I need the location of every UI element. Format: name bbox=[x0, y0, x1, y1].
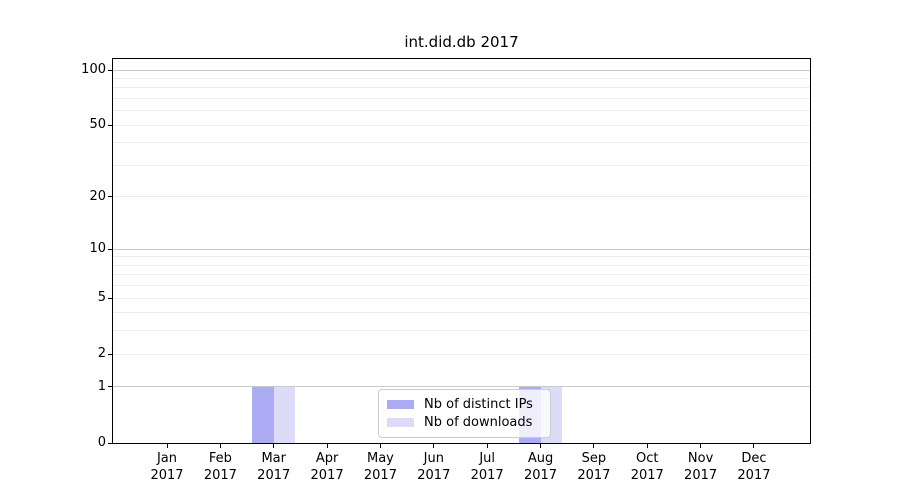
y-tick-label: 1 bbox=[97, 378, 106, 394]
y-tick-mark bbox=[108, 297, 112, 299]
x-tick-label: Nov 2017 bbox=[684, 451, 718, 483]
y-tick-mark bbox=[108, 386, 112, 388]
x-tick-label: Dec 2017 bbox=[737, 451, 771, 483]
x-tick-mark bbox=[540, 444, 542, 448]
chart-title: int.did.db 2017 bbox=[404, 33, 519, 51]
minor-gridline bbox=[113, 164, 810, 166]
legend-swatch-downloads-icon bbox=[387, 418, 414, 427]
minor-gridline bbox=[113, 97, 810, 99]
minor-gridline bbox=[113, 124, 810, 126]
minor-gridline bbox=[113, 312, 810, 314]
y-tick-mark bbox=[108, 248, 112, 250]
major-gridline bbox=[113, 69, 810, 71]
x-tick-mark bbox=[646, 444, 648, 448]
legend-label-downloads: Nb of downloads bbox=[424, 415, 533, 430]
x-tick-label: Feb 2017 bbox=[203, 451, 237, 483]
x-tick-mark bbox=[219, 444, 221, 448]
y-tick-label: 5 bbox=[97, 290, 106, 306]
minor-gridline bbox=[113, 142, 810, 144]
bar-nb-of-distinct-ips bbox=[252, 386, 274, 443]
y-tick-mark bbox=[108, 353, 112, 355]
legend-item-distinct-ips: Nb of distinct IPs bbox=[387, 396, 542, 413]
x-tick-mark bbox=[753, 444, 755, 448]
minor-gridline bbox=[113, 256, 810, 258]
minor-gridline bbox=[113, 264, 810, 266]
minor-gridline bbox=[113, 297, 810, 299]
legend-swatch-distinct-ips-icon bbox=[387, 400, 414, 409]
minor-gridline bbox=[113, 285, 810, 287]
x-tick-label: Sep 2017 bbox=[577, 451, 611, 483]
x-tick-label: Aug 2017 bbox=[523, 451, 558, 483]
y-tick-label: 20 bbox=[89, 188, 106, 204]
minor-gridline bbox=[113, 87, 810, 89]
minor-gridline bbox=[113, 110, 810, 112]
minor-gridline bbox=[113, 77, 810, 79]
minor-gridline bbox=[113, 274, 810, 276]
y-tick-mark bbox=[108, 69, 112, 71]
minor-gridline bbox=[113, 330, 810, 332]
x-tick-label: Jun 2017 bbox=[417, 451, 451, 483]
x-tick-mark bbox=[379, 444, 381, 448]
x-tick-label: Apr 2017 bbox=[310, 451, 344, 483]
y-tick-mark bbox=[108, 196, 112, 198]
x-tick-mark bbox=[486, 444, 488, 448]
x-tick-label: Jul 2017 bbox=[470, 451, 504, 483]
x-tick-mark bbox=[166, 444, 168, 448]
y-tick-mark bbox=[108, 124, 112, 126]
y-tick-label: 100 bbox=[81, 62, 106, 77]
x-tick-mark bbox=[700, 444, 702, 448]
x-tick-mark bbox=[326, 444, 328, 448]
y-tick-label: 0 bbox=[97, 435, 106, 450]
x-tick-mark bbox=[433, 444, 435, 448]
plot-area bbox=[113, 59, 810, 443]
y-tick-label: 50 bbox=[89, 117, 106, 133]
legend-item-downloads: Nb of downloads bbox=[387, 414, 542, 431]
legend-label-distinct-ips: Nb of distinct IPs bbox=[424, 397, 533, 412]
y-tick-label: 10 bbox=[89, 241, 106, 257]
y-tick-mark bbox=[108, 442, 112, 444]
major-gridline bbox=[113, 248, 810, 250]
x-tick-label: Jan 2017 bbox=[150, 451, 184, 483]
x-tick-label: May 2017 bbox=[363, 451, 397, 483]
legend: Nb of distinct IPs Nb of downloads bbox=[378, 389, 551, 438]
bar-nb-of-downloads bbox=[273, 386, 296, 443]
x-tick-mark bbox=[273, 444, 275, 448]
minor-gridline bbox=[113, 353, 810, 355]
x-tick-label: Oct 2017 bbox=[630, 451, 664, 483]
x-tick-mark bbox=[593, 444, 595, 448]
y-tick-label: 2 bbox=[97, 346, 106, 362]
x-tick-label: Mar 2017 bbox=[257, 451, 291, 483]
minor-gridline bbox=[113, 196, 810, 198]
major-gridline bbox=[113, 386, 810, 388]
